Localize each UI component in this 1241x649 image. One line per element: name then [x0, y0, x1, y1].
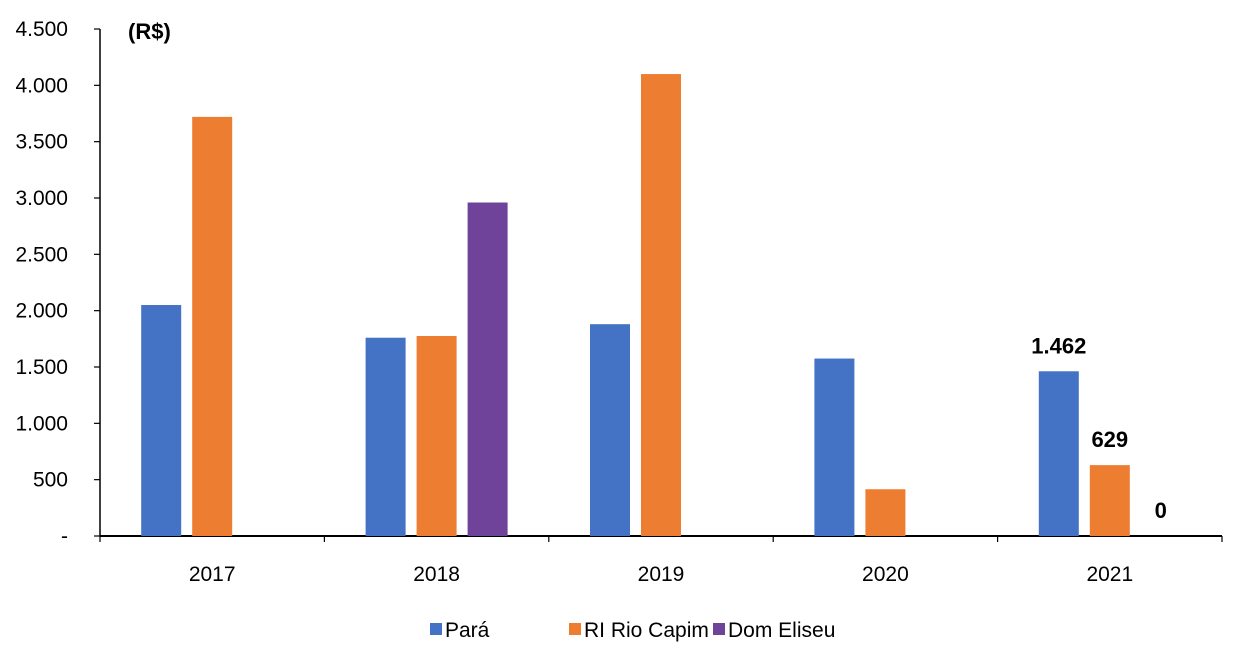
- y-axis: - 500 1.000 1.500 2.000 2.500 3.000 3.500 4.000 4…: [15, 18, 101, 548]
- y-tick-label: 4.500: [15, 18, 68, 41]
- bar-2017-pará: [141, 305, 182, 536]
- x-tick-label: 2021: [1086, 563, 1133, 586]
- bar-2017-ri-rio-capim: [192, 116, 233, 536]
- y-tick-label: 4.000: [15, 74, 68, 97]
- y-tick-label: -: [61, 525, 68, 548]
- legend-label: Pará: [445, 619, 490, 642]
- bars: [141, 74, 1130, 537]
- legend-label: RI Rio Capim: [584, 619, 709, 642]
- data-labels: 1.462 629 0: [1031, 333, 1167, 523]
- y-tick-label: 3.000: [15, 187, 68, 210]
- x-tick-label: 2020: [862, 563, 909, 586]
- unit-label: (R$): [128, 19, 171, 44]
- y-tick-label: 3.500: [15, 131, 68, 154]
- x-tick-label: 2017: [189, 563, 236, 586]
- bar-2019-pará: [590, 324, 630, 536]
- bar-2020-pará: [814, 358, 855, 536]
- bar-2018-ri-rio-capim: [416, 336, 457, 536]
- bar-2019-ri-rio-capim: [641, 74, 681, 537]
- data-label: 629: [1091, 427, 1128, 452]
- legend-label: Dom Eliseu: [728, 619, 835, 642]
- x-tick-label: 2019: [638, 563, 685, 586]
- legend-swatch: [430, 623, 442, 635]
- data-label: 1.462: [1031, 333, 1086, 358]
- y-tick-label: 1.000: [15, 412, 68, 435]
- bar-2021-ri-rio-capim: [1089, 465, 1130, 536]
- data-label: 0: [1155, 498, 1167, 523]
- legend-swatch: [569, 623, 581, 635]
- bar-2018-dom-eliseu: [467, 202, 508, 537]
- y-tick-label: 500: [33, 469, 68, 492]
- y-tick-label: 1.500: [15, 356, 68, 379]
- x-tick-label: 2018: [413, 563, 460, 586]
- bar-2018-pará: [365, 337, 406, 536]
- x-axis: 2017 2018 2019 2020 2021: [99, 535, 1223, 586]
- legend: Pará RI Rio Capim Dom Eliseu: [430, 619, 835, 642]
- y-tick-label: 2.000: [15, 300, 68, 323]
- legend-swatch: [713, 623, 725, 635]
- bar-2021-pará: [1038, 371, 1079, 536]
- bar-2020-ri-rio-capim: [865, 489, 906, 536]
- y-tick-label: 2.500: [15, 243, 68, 266]
